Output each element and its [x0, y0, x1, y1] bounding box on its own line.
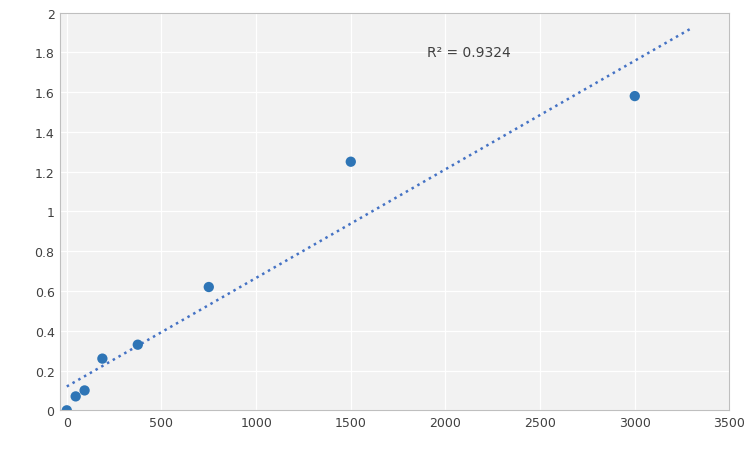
Point [629, 93, 641, 101]
Text: R² = 0.9324: R² = 0.9324 [426, 46, 511, 60]
Point [132, 341, 144, 349]
Point [344, 159, 356, 166]
Point [61, 407, 73, 414]
Point [96, 355, 108, 363]
Point [78, 387, 90, 394]
Point [203, 284, 215, 291]
Point [70, 393, 82, 400]
